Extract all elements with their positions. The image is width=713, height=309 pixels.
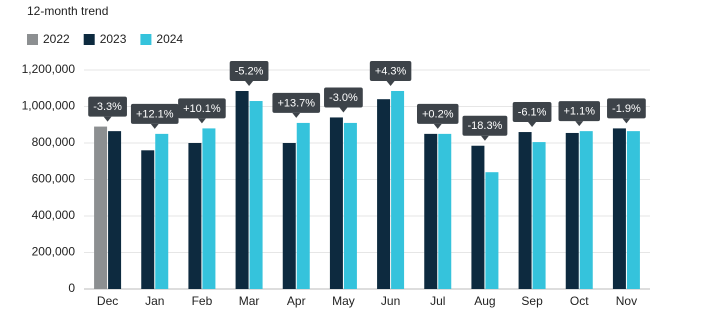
bar	[249, 101, 263, 290]
x-tick-label: Aug	[474, 294, 495, 308]
change-callout: -3.0%	[324, 87, 363, 113]
callout-box	[607, 98, 646, 119]
change-callout: -3.3%	[88, 96, 127, 122]
bar	[329, 117, 343, 289]
change-callout: -1.9%	[607, 98, 646, 124]
callout-label: -18.3%	[467, 120, 502, 132]
callout-label: -5.2%	[235, 65, 264, 77]
callout-pointer	[245, 80, 254, 86]
legend-label: 2023	[100, 32, 127, 46]
callout-pointer	[339, 107, 348, 113]
callout-pointer	[197, 118, 206, 124]
callout-box	[324, 87, 363, 108]
bar	[626, 131, 640, 289]
bar	[377, 99, 391, 289]
y-tick-label: 0	[68, 281, 75, 295]
callout-box	[462, 115, 508, 136]
callout-box	[512, 102, 552, 123]
bar	[141, 150, 155, 289]
x-tick-label: Jan	[145, 294, 164, 308]
chart-title: 12-month trend	[27, 4, 108, 18]
callout-pointer	[150, 123, 159, 129]
x-tick-label: Dec	[97, 294, 118, 308]
bar	[108, 131, 122, 289]
bar	[282, 143, 296, 289]
callout-box	[88, 96, 127, 117]
x-tick-label: Jun	[381, 294, 400, 308]
callout-label: +13.7%	[277, 97, 315, 109]
x-tick-label: Nov	[616, 294, 637, 308]
callout-pointer	[386, 80, 395, 86]
callout-pointer	[433, 123, 442, 129]
bar	[391, 90, 405, 289]
legend-swatch	[140, 34, 152, 45]
y-tick-label: 400,000	[32, 208, 76, 222]
bar	[532, 142, 546, 289]
change-callout: +13.7%	[272, 92, 321, 118]
callout-pointer	[480, 135, 489, 141]
callout-box	[369, 60, 412, 81]
callout-label: -6.1%	[518, 106, 547, 118]
callout-box	[417, 103, 459, 124]
bar	[485, 172, 499, 289]
callout-pointer	[575, 121, 584, 127]
callout-box	[178, 98, 226, 119]
change-callout: -6.1%	[512, 102, 552, 128]
callout-label: +4.3%	[375, 65, 407, 77]
legend-swatch	[83, 34, 95, 45]
change-callout: -5.2%	[229, 60, 269, 86]
callout-label: -3.0%	[329, 92, 358, 104]
bar	[424, 133, 438, 289]
bar	[565, 132, 579, 289]
bar	[518, 132, 532, 289]
x-tick-label: Jul	[430, 294, 445, 308]
callout-label: +10.1%	[183, 103, 221, 115]
x-tick-label: Sep	[521, 294, 543, 308]
bar	[94, 126, 108, 289]
bar	[235, 90, 249, 289]
callout-label: -3.3%	[93, 101, 122, 113]
change-callout: +0.2%	[417, 103, 459, 129]
callout-box	[558, 101, 600, 122]
bar	[471, 145, 485, 289]
bar	[155, 133, 169, 289]
callout-label: +0.2%	[422, 108, 454, 120]
callout-box	[130, 103, 179, 124]
y-tick-label: 200,000	[32, 245, 76, 259]
x-tick-label: Feb	[192, 294, 213, 308]
legend-label: 2024	[156, 32, 183, 46]
callout-box	[229, 60, 269, 81]
callout-pointer	[528, 122, 537, 128]
legend-label: 2022	[43, 32, 70, 46]
change-callout: +1.1%	[558, 101, 600, 127]
bar	[188, 143, 202, 289]
change-callout: +10.1%	[178, 98, 226, 124]
bar	[612, 128, 626, 289]
y-tick-label: 1,200,000	[22, 62, 76, 76]
bar	[296, 122, 310, 289]
callout-box	[272, 92, 321, 113]
x-tick-label: May	[332, 294, 355, 308]
callout-pointer	[103, 116, 112, 122]
legend-swatch	[27, 34, 38, 45]
change-callout: -18.3%	[462, 115, 508, 141]
y-tick-label: 800,000	[32, 135, 76, 149]
callout-label: -1.9%	[612, 103, 641, 115]
callout-pointer	[622, 118, 631, 124]
change-callout: +12.1%	[130, 103, 179, 129]
bar	[202, 128, 216, 289]
x-tick-label: Mar	[239, 294, 260, 308]
callout-label: +1.1%	[564, 106, 596, 118]
y-tick-label: 1,000,000	[22, 99, 76, 113]
callout-label: +12.1%	[136, 108, 174, 120]
bar	[438, 133, 452, 289]
callout-pointer	[292, 112, 301, 118]
bar	[343, 122, 357, 289]
x-tick-label: Oct	[570, 294, 589, 308]
change-callout: +4.3%	[369, 60, 412, 86]
x-tick-label: Apr	[287, 294, 306, 308]
bar	[579, 131, 593, 289]
y-tick-label: 600,000	[32, 172, 76, 186]
